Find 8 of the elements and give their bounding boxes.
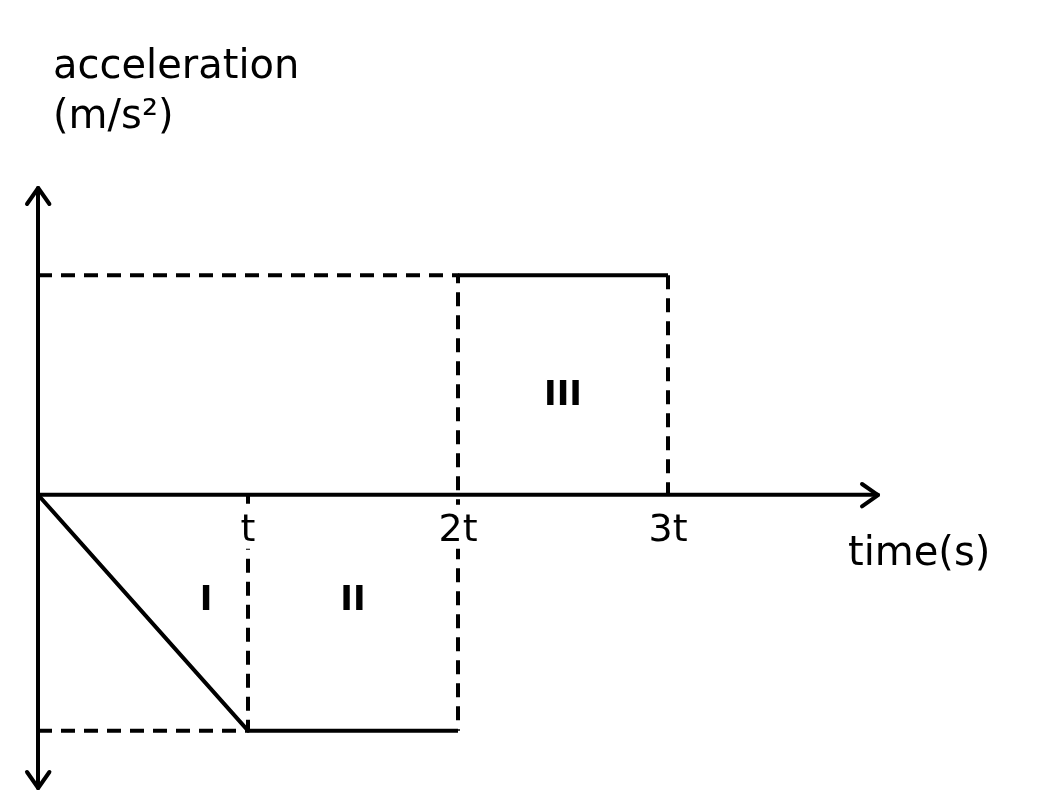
y-axis-title: acceleration (m/s²) bbox=[53, 41, 300, 137]
x-axis-title: time(s) bbox=[848, 528, 991, 575]
annotation: III bbox=[544, 372, 582, 413]
annotation: I bbox=[199, 577, 213, 618]
annotation: II bbox=[340, 577, 366, 618]
x-tick-label: 2t bbox=[438, 506, 478, 551]
x-tick-label: t bbox=[240, 506, 256, 551]
x-tick-label: 3t bbox=[648, 506, 688, 551]
